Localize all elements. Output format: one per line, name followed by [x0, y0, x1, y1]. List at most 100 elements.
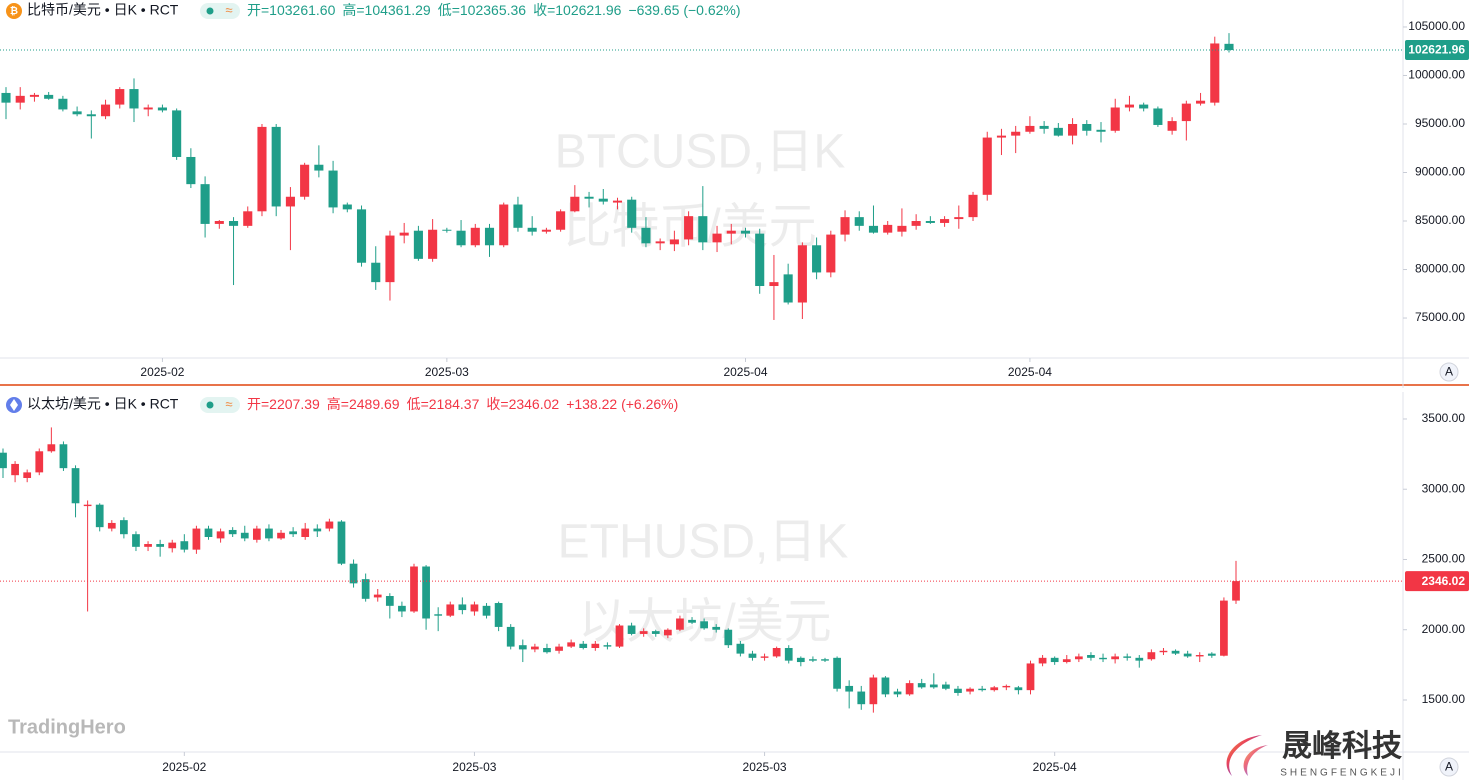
candle-body — [615, 625, 624, 647]
candle-body — [869, 677, 878, 705]
ohlc-value: 高=2489.69 — [327, 396, 400, 412]
candle-body — [527, 227, 537, 232]
candle-body — [513, 204, 523, 228]
candle-body — [410, 566, 418, 612]
ohlc-value: 收=2346.02 — [486, 396, 559, 412]
last-price-tag — [1405, 40, 1469, 61]
candle-body — [434, 614, 443, 616]
x-tick-label: 2025-03 — [452, 760, 496, 774]
status-dot — [206, 7, 214, 15]
candle-body — [897, 225, 907, 232]
candle-body — [726, 230, 736, 234]
candle-body — [1135, 657, 1144, 661]
candle-body — [86, 114, 96, 117]
y-tick-label: 100000.00 — [1408, 68, 1465, 82]
candle-body — [349, 563, 358, 584]
candle-body — [1124, 104, 1135, 108]
candle-body — [639, 631, 648, 634]
y-tick-label: 90000.00 — [1415, 165, 1465, 179]
candle-body — [482, 605, 491, 616]
candle-body — [313, 528, 322, 532]
candle-body — [83, 504, 92, 507]
candle-body — [243, 211, 253, 226]
axis-mode-button[interactable] — [1439, 757, 1459, 777]
y-tick-label: 3000.00 — [1422, 481, 1466, 495]
candle-body — [990, 687, 999, 691]
candle-body — [115, 89, 125, 105]
candle-body — [100, 104, 111, 117]
candle-body — [228, 221, 239, 226]
candle-body — [204, 528, 213, 537]
logo-swoosh — [1226, 735, 1262, 776]
candle-body — [1, 92, 11, 103]
candle-body — [1171, 650, 1180, 654]
candle-body — [337, 521, 346, 564]
candle-body — [796, 657, 805, 663]
ohlc-value: 收=102621.96 — [533, 2, 622, 18]
candle-body — [200, 184, 210, 224]
candle-body — [1039, 125, 1049, 129]
candle-body — [180, 541, 189, 550]
candle-body — [47, 444, 56, 452]
status-pill — [200, 3, 240, 19]
x-tick-label: 2025-04 — [1033, 760, 1077, 774]
candle-body — [881, 677, 890, 695]
candle-body — [1068, 123, 1078, 136]
candle-body — [95, 504, 104, 528]
status-glyph: ≈ — [225, 396, 232, 411]
candle-body — [428, 229, 438, 259]
symbol-title: 以太坊/美元 • 日K • RCT — [27, 396, 179, 412]
candle-body — [1082, 123, 1092, 131]
candle-body — [1110, 107, 1120, 131]
candle-body — [373, 594, 382, 598]
ohlc-value: 高=104361.29 — [342, 2, 431, 18]
candle-body — [555, 646, 563, 651]
candle-body — [591, 643, 600, 648]
candle-body — [1224, 43, 1234, 51]
candle-body — [669, 239, 679, 245]
symbol-watermark: BTCUSD,日K — [555, 126, 846, 179]
candle-body — [385, 596, 394, 606]
last-price-tag — [1405, 571, 1469, 592]
candle-body — [911, 221, 921, 226]
candle-body — [1232, 581, 1240, 601]
candle-body — [1159, 650, 1168, 653]
candle-body — [531, 646, 539, 650]
candle-body — [143, 107, 153, 110]
candle-body — [627, 625, 636, 634]
candle-body — [1153, 108, 1163, 125]
candle-body — [954, 688, 962, 693]
candle-body — [59, 444, 68, 469]
candle-body — [954, 217, 964, 220]
candle-body — [1050, 657, 1059, 663]
candle-body — [724, 629, 733, 646]
candle-body — [44, 94, 54, 99]
candle-body — [1053, 127, 1063, 136]
candle-body — [1038, 657, 1047, 664]
candle-body — [845, 685, 854, 692]
candle-body — [240, 532, 249, 539]
ohlc-header: 开=103261.60 高=104361.29 低=102365.36 收=10262… — [247, 2, 741, 18]
brand-watermark: TradingHero — [8, 716, 126, 738]
candle-body — [1026, 663, 1035, 691]
candle-body — [598, 198, 608, 202]
candle-body — [144, 544, 152, 547]
logo-swoosh — [1243, 745, 1268, 776]
price-change: −639.65 (−0.62%) — [628, 2, 740, 18]
x-tick-label: 2025-02 — [140, 365, 184, 379]
candle-body — [1139, 104, 1149, 109]
candle-body — [688, 619, 696, 623]
candle-body — [1087, 655, 1095, 658]
candle-body — [905, 683, 914, 695]
candle-body — [736, 643, 745, 654]
axis-mode-button[interactable] — [1439, 362, 1459, 382]
candle-body — [925, 221, 935, 223]
candle-body — [1011, 131, 1021, 136]
candle-body — [470, 604, 479, 612]
candle-body — [783, 274, 793, 303]
candle-body — [1196, 100, 1206, 104]
candle-body — [603, 645, 612, 647]
candle-body — [833, 657, 841, 689]
symbol-title: 比特币/美元 • 日K • RCT — [27, 2, 179, 18]
candle-body — [29, 94, 39, 97]
